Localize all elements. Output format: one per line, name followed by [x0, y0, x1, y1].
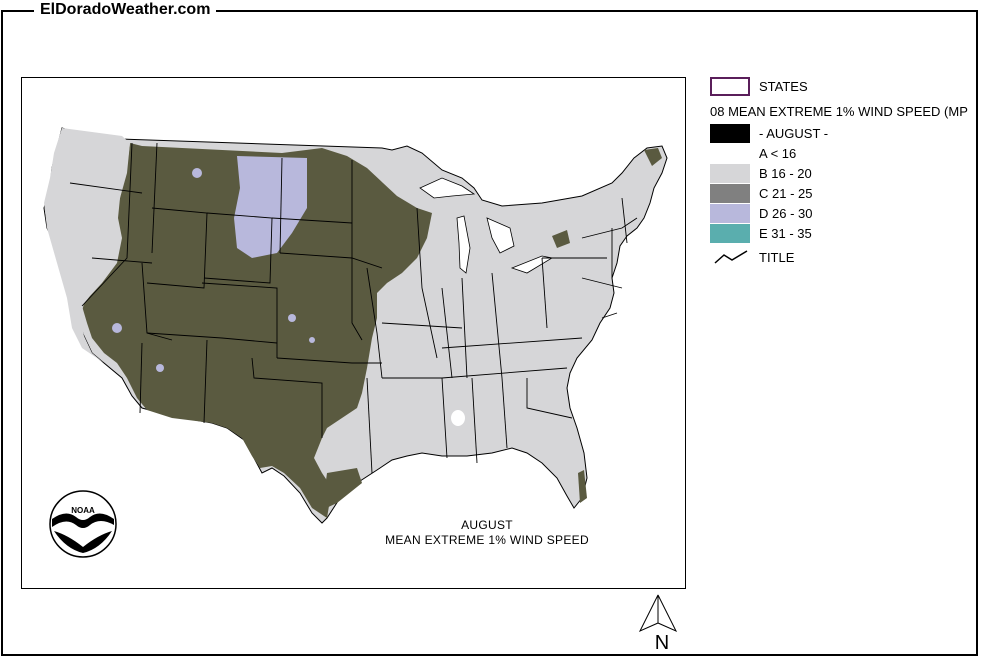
- zone-c-maine: [644, 148, 662, 166]
- north-arrow-letter: N: [655, 632, 669, 653]
- legend-item-label: - AUGUST -: [759, 126, 829, 141]
- north-arrow: N: [636, 593, 688, 658]
- legend-item-label: A < 16: [759, 146, 797, 161]
- us-map: [43, 127, 668, 524]
- zone-d-spot: [192, 168, 202, 178]
- legend-item-label: C 21 - 25: [759, 186, 813, 201]
- zone-c-florida: [578, 470, 587, 503]
- legend-title-label: TITLE: [759, 250, 795, 265]
- zone-d-dakotas: [234, 156, 307, 258]
- zone-d-spot: [309, 337, 315, 343]
- legend-item-label: E 31 - 35: [759, 226, 812, 241]
- noaa-logo-text: NOAA: [71, 506, 95, 515]
- noaa-logo: NOAA: [48, 489, 118, 564]
- legend-states-label: STATES: [759, 79, 808, 94]
- lake-michigan: [456, 215, 471, 274]
- map-caption-subject: MEAN EXTREME 1% WIND SPEED: [385, 533, 589, 547]
- zone-c-texas-coast: [322, 468, 362, 510]
- zone-b-coast: [44, 128, 130, 363]
- map-caption-month: AUGUST: [461, 518, 513, 532]
- legend-swatch: [710, 144, 750, 163]
- map-caption: AUGUST MEAN EXTREME 1% WIND SPEED: [362, 518, 612, 548]
- zone-d-spot: [112, 323, 122, 333]
- legend-swatch: [710, 164, 750, 183]
- legend-item-label: B 16 - 20: [759, 166, 812, 181]
- legend-heading: 08 MEAN EXTREME 1% WIND SPEED (MP: [710, 104, 968, 119]
- legend-item-label: D 26 - 30: [759, 206, 813, 221]
- legend-swatch: [710, 224, 750, 243]
- zone-c-northeast: [552, 230, 570, 248]
- legend-swatch: [710, 124, 750, 143]
- outer-frame: [1, 10, 978, 656]
- lake-huron: [486, 217, 515, 254]
- legend-swatch: [710, 204, 750, 223]
- zone-c-west: [82, 143, 432, 518]
- white-spot: [451, 410, 465, 426]
- state-borders: [69, 142, 638, 474]
- map-panel: AUGUST MEAN EXTREME 1% WIND SPEED NOAA: [21, 77, 686, 589]
- site-title[interactable]: ElDoradoWeather.com: [34, 0, 217, 20]
- zone-d-spot: [288, 314, 296, 322]
- zone-d-spot: [156, 364, 164, 372]
- states-swatch: [710, 77, 750, 96]
- title-line-icon: [714, 250, 748, 264]
- legend-swatch: [710, 184, 750, 203]
- lake-superior: [419, 177, 476, 199]
